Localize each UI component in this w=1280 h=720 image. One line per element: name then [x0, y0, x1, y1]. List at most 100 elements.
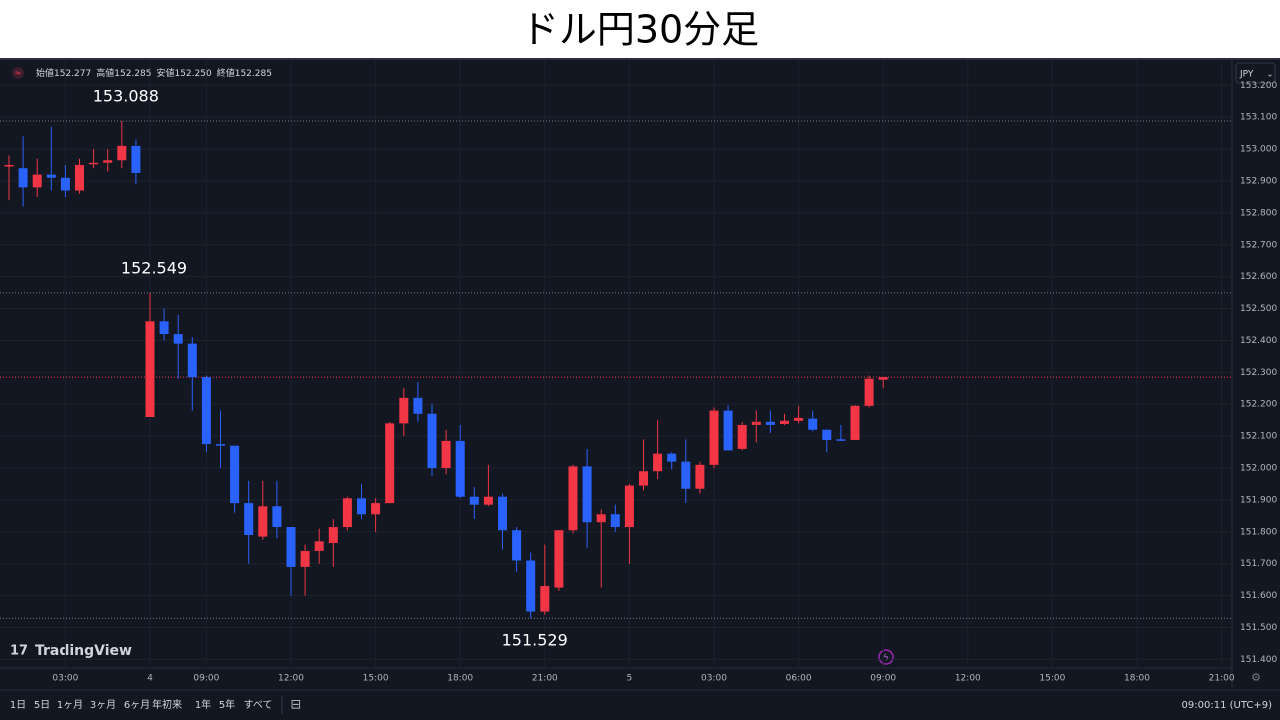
annotation-label: 153.088: [93, 87, 159, 106]
symbol-icon-glyph: ≈: [15, 69, 22, 78]
candle-body: [653, 453, 663, 472]
candle-body: [258, 506, 268, 537]
candle-body: [455, 440, 465, 497]
candle-body: [582, 466, 592, 523]
candle-body: [75, 165, 84, 191]
range-button[interactable]: 5日: [34, 700, 50, 711]
ohlc-value: 152.250: [174, 69, 211, 79]
symbol-icon: [12, 67, 24, 79]
candle-body: [427, 413, 437, 469]
currency-caret[interactable]: ⌄: [1267, 70, 1274, 79]
ohlc-label: 高値: [96, 67, 114, 79]
currency-button[interactable]: [1235, 62, 1276, 84]
candle-body: [399, 397, 409, 424]
candle-body: [596, 514, 606, 523]
y-tick-label: 152.400: [1240, 336, 1277, 346]
y-tick-label: 151.500: [1240, 623, 1277, 633]
x-tick-label: 12:00: [278, 674, 304, 684]
candle-body: [441, 440, 451, 469]
y-tick-label: 151.800: [1240, 527, 1277, 537]
candle-body: [300, 550, 310, 567]
ohlc-value: 152.285: [235, 69, 272, 79]
candle-body: [836, 439, 846, 441]
candle-body: [610, 514, 620, 528]
candle-body: [46, 174, 56, 178]
range-button[interactable]: 1日: [10, 700, 26, 711]
ohlc-value: 152.277: [54, 69, 91, 79]
chart-title: ドル円30分足: [521, 8, 759, 52]
range-button[interactable]: 1年: [195, 698, 211, 711]
candle-body: [667, 453, 677, 462]
range-button[interactable]: 年初来: [152, 698, 182, 711]
x-tick-label: 4: [147, 674, 153, 684]
x-tick-label: 09:00: [870, 674, 896, 684]
event-icon[interactable]: [878, 649, 894, 665]
x-tick-label: 5: [627, 674, 633, 684]
y-tick-label: 152.000: [1240, 464, 1277, 474]
candle-body: [357, 498, 366, 515]
ohlc-label: 始値: [36, 67, 54, 79]
range-button[interactable]: 1ヶ月: [57, 699, 83, 711]
candle-body: [765, 421, 775, 425]
x-tick-label: 06:00: [786, 674, 812, 684]
y-tick-label: 152.900: [1240, 176, 1277, 186]
candle-body: [794, 417, 804, 421]
y-tick-label: 152.600: [1240, 272, 1277, 282]
candle-body: [371, 503, 381, 515]
candle-body: [878, 377, 888, 380]
candle-body: [385, 423, 395, 504]
candle-body: [60, 177, 70, 191]
y-tick-label: 152.500: [1240, 304, 1277, 314]
candle-body: [512, 530, 522, 561]
y-tick-label: 152.800: [1240, 208, 1277, 218]
x-tick-label: 18:00: [447, 674, 473, 684]
candle-body: [328, 527, 338, 543]
x-tick-label: 15:00: [363, 674, 389, 684]
candle-body: [173, 334, 183, 344]
range-button[interactable]: 6ヶ月: [124, 699, 150, 711]
candle-body: [808, 418, 818, 430]
candle-body: [709, 410, 719, 465]
y-tick-label: 151.700: [1240, 559, 1277, 569]
event-icon-glyph[interactable]: ϟ: [883, 654, 889, 664]
settings-icon[interactable]: ⚙: [1251, 671, 1261, 684]
range-button[interactable]: 5年: [219, 698, 235, 711]
candle-body: [103, 160, 113, 163]
y-tick-label: 152.700: [1240, 240, 1277, 250]
candle-body: [554, 530, 564, 588]
candle-body: [4, 165, 14, 167]
candle-body: [639, 471, 648, 486]
x-tick-label: 03:00: [52, 674, 78, 684]
y-tick-label: 151.600: [1240, 591, 1277, 601]
candle-body: [145, 321, 155, 417]
brand-name: TradingView: [35, 643, 132, 659]
range-button[interactable]: 3ヶ月: [90, 699, 116, 711]
y-tick-label: 152.100: [1240, 432, 1277, 442]
candle-body: [286, 527, 296, 567]
candle-body: [314, 541, 324, 551]
candle-body: [624, 485, 634, 528]
candle-body: [850, 405, 860, 440]
range-button[interactable]: すべて: [244, 699, 273, 711]
candle-body: [526, 560, 536, 612]
currency-label[interactable]: JPY: [1239, 70, 1254, 80]
candle-body: [498, 496, 507, 531]
plot: [0, 60, 1232, 668]
candle-body: [737, 424, 747, 449]
brand-logo: 17: [10, 644, 28, 659]
y-tick-label: 151.400: [1240, 655, 1277, 665]
x-tick-label: 03:00: [701, 674, 727, 684]
candle-body: [201, 377, 211, 445]
title-band: [0, 0, 1280, 58]
y-tick-label: 152.300: [1240, 368, 1277, 378]
ohlc-label: 安値: [156, 67, 174, 79]
date-range-icon[interactable]: ⊟: [291, 698, 302, 713]
y-tick-label: 153.200: [1240, 81, 1277, 91]
candle-body: [469, 496, 479, 505]
candle-body: [681, 461, 691, 489]
candle-body: [131, 145, 141, 173]
clock: 09:00:11 (UTC+9): [1182, 700, 1273, 711]
candle-body: [216, 444, 225, 446]
